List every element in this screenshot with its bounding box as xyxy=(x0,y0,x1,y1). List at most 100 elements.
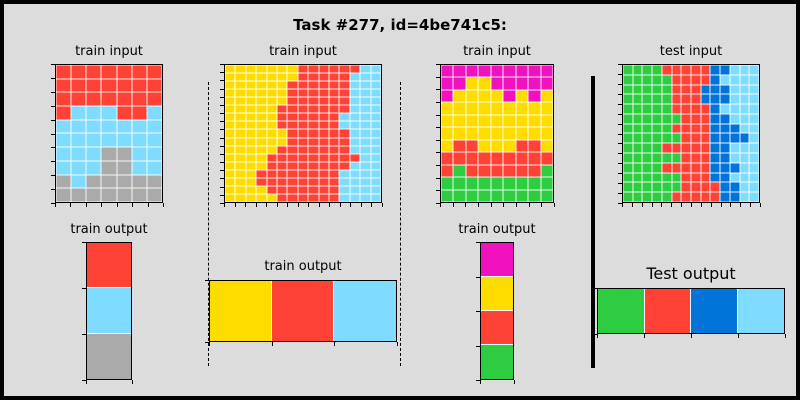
grid-cell xyxy=(632,153,643,163)
grid-cell xyxy=(297,97,309,106)
grid-cell xyxy=(318,193,329,202)
grid-cell xyxy=(131,160,147,175)
grid-cell xyxy=(652,182,662,193)
grid-cell xyxy=(661,182,672,193)
grid-cell xyxy=(297,137,309,146)
grid-cell xyxy=(370,65,381,74)
grid-cell xyxy=(729,94,740,105)
grid-cell xyxy=(87,288,131,334)
grid-cell xyxy=(339,193,350,202)
grid-cell xyxy=(349,81,361,90)
grid-cell xyxy=(116,106,132,120)
grid-cell xyxy=(710,113,721,124)
grid-cell xyxy=(642,192,653,202)
grid-cell xyxy=(729,123,740,134)
grid-cell xyxy=(465,127,479,140)
grid-cell xyxy=(729,74,740,85)
grid-cell xyxy=(661,123,672,134)
grid-cell xyxy=(465,177,479,190)
grid-cell xyxy=(256,129,267,138)
grid-cell xyxy=(287,177,298,186)
grid-cell xyxy=(266,145,277,154)
grid-cell xyxy=(623,133,633,144)
grid-cell xyxy=(328,113,340,122)
grid-cell xyxy=(266,193,277,202)
grid-cell xyxy=(540,114,553,128)
grid-cell xyxy=(339,169,350,178)
grid-cell xyxy=(318,105,329,114)
grid-cell xyxy=(86,160,102,175)
grid-cell xyxy=(245,113,257,122)
grid-cell xyxy=(225,193,236,202)
grid-cell xyxy=(266,161,277,170)
grid-cell xyxy=(308,97,319,106)
grid-cell xyxy=(632,133,643,144)
grid-cell xyxy=(729,143,740,154)
grid-cell xyxy=(642,84,653,95)
grid-cell xyxy=(739,172,750,183)
grid-cell xyxy=(478,102,491,115)
grid-cell xyxy=(256,121,267,130)
grid-cell xyxy=(225,137,236,146)
grid-cell xyxy=(256,161,267,170)
grid-cell xyxy=(515,164,529,178)
grid-cell xyxy=(308,137,319,146)
grid-cell xyxy=(478,77,491,90)
grid-cell xyxy=(720,74,730,85)
grid-cell xyxy=(623,162,633,173)
grid-cell xyxy=(623,65,633,75)
grid-cell xyxy=(710,182,721,193)
grid-cell xyxy=(131,78,147,93)
grid-cell xyxy=(339,129,350,138)
grid-cell xyxy=(681,113,691,124)
grid-cell xyxy=(642,94,653,105)
grid-cell xyxy=(225,177,236,186)
grid-cell xyxy=(256,97,267,106)
grid-cell xyxy=(632,162,643,173)
grid-cell xyxy=(349,97,361,106)
grid-cell xyxy=(681,143,691,154)
grid-cell xyxy=(86,78,102,93)
grid-cell xyxy=(318,97,329,106)
grid-cell xyxy=(287,153,298,162)
grid-cell xyxy=(349,89,361,98)
grid-cell xyxy=(729,192,740,202)
grid-cell xyxy=(225,169,236,178)
grid-cell xyxy=(225,121,236,130)
grid-cell xyxy=(235,113,246,122)
grid-cell xyxy=(276,185,288,194)
grid-cell xyxy=(256,145,267,154)
grid-cell xyxy=(691,162,701,173)
grid-cell xyxy=(266,185,277,194)
grid-cell xyxy=(287,185,298,194)
grid-cell xyxy=(478,177,491,190)
grid-cell xyxy=(339,65,350,74)
grid-cell xyxy=(681,94,691,105)
grid-cell xyxy=(691,113,701,124)
grid-cell xyxy=(328,145,340,154)
grid-cell xyxy=(349,145,361,154)
grid-cell xyxy=(349,185,361,194)
grid-cell xyxy=(370,105,381,114)
grid-cell xyxy=(360,145,371,154)
grid-cell xyxy=(328,81,340,90)
grid-cell xyxy=(328,105,340,114)
grid-cell xyxy=(360,73,371,82)
pair2-output-label: train output xyxy=(264,259,342,274)
grid-cell xyxy=(681,104,691,114)
grid-cell xyxy=(146,119,162,134)
grid-cell xyxy=(328,137,340,146)
grid-cell xyxy=(632,104,643,114)
grid-cell xyxy=(235,161,246,170)
grid-cell xyxy=(86,174,102,189)
grid-cell xyxy=(720,172,730,183)
grid-cell xyxy=(671,192,682,202)
grid-cell xyxy=(328,153,340,162)
grid-cell xyxy=(225,113,236,122)
pair2-input-label: train input xyxy=(269,44,337,59)
grid-cell xyxy=(528,102,541,115)
grid-cell xyxy=(266,153,277,162)
grid-cell xyxy=(465,189,479,202)
grid-cell xyxy=(652,94,662,105)
grid-cell xyxy=(661,104,672,114)
